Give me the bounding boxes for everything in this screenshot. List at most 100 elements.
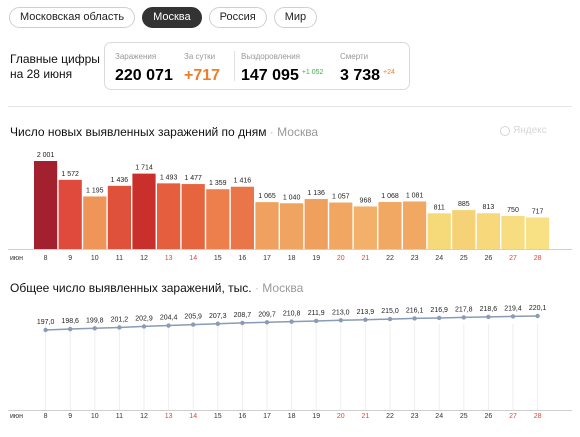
point-value-label: 213,9	[357, 309, 375, 316]
bar[interactable]	[58, 179, 82, 249]
bar[interactable]	[452, 210, 476, 249]
tab-moscow[interactable]: Москва	[142, 7, 202, 28]
stat-recovered-value-row: 147 095 +1 052	[241, 66, 323, 89]
bar[interactable]	[403, 201, 427, 249]
x-tick-label: 21	[362, 413, 370, 420]
stat-deaths-delta: +24	[383, 69, 395, 76]
bar-value-label: 1 436	[111, 177, 129, 184]
x-tick-label: 12	[140, 255, 148, 262]
data-point[interactable]	[141, 324, 147, 329]
data-point[interactable]	[191, 322, 196, 327]
bar-value-label: 885	[458, 201, 470, 208]
data-point[interactable]	[437, 315, 442, 321]
x-tick-label: 19	[312, 413, 320, 420]
data-point[interactable]	[215, 321, 220, 326]
bar[interactable]	[132, 173, 156, 249]
point-value-label: 207,3	[209, 313, 227, 320]
data-point[interactable]	[535, 313, 540, 319]
x-tick-label: 14	[189, 255, 197, 262]
x-tick-label: 8	[44, 255, 48, 262]
bar[interactable]	[476, 213, 500, 249]
x-tick-label: 9	[68, 255, 72, 262]
stat-infected-label: Заражения	[115, 52, 157, 61]
data-point[interactable]	[461, 315, 466, 320]
point-value-label: 208,7	[234, 312, 252, 319]
bar-chart: 2 001 8 1 572 9 1 195 10 1 436 11 1 714 12 1 493 13…	[8, 152, 572, 262]
point-value-label: 217,8	[455, 306, 473, 313]
line-chart-subtitle: Москва	[262, 281, 304, 295]
tab-world[interactable]: Мир	[273, 7, 318, 28]
bar[interactable]	[501, 216, 525, 249]
x-tick-label: 15	[214, 255, 222, 262]
bar[interactable]	[329, 202, 353, 249]
data-point[interactable]	[363, 317, 368, 322]
x-tick-label: 11	[116, 255, 123, 262]
data-point[interactable]	[314, 318, 319, 324]
tab-russia[interactable]: Россия	[208, 7, 267, 28]
data-point[interactable]	[68, 326, 73, 332]
data-point[interactable]	[264, 320, 270, 325]
bar[interactable]	[280, 203, 304, 249]
stat-deaths: Смерти 3 738 +24	[340, 52, 395, 89]
point-value-label: 198,6	[61, 318, 79, 325]
data-point[interactable]	[289, 319, 294, 324]
x-tick-label: 8	[44, 413, 48, 420]
data-point[interactable]	[338, 318, 343, 323]
bar[interactable]	[353, 206, 377, 249]
bar[interactable]	[181, 184, 205, 249]
bar-value-label: 1 068	[381, 193, 399, 200]
data-point[interactable]	[240, 320, 245, 326]
data-point[interactable]	[43, 327, 48, 333]
bar[interactable]	[83, 196, 107, 249]
bar-value-label: 1 195	[86, 187, 104, 194]
x-tick-label: 27	[509, 255, 517, 262]
bar-value-label: 1 714	[135, 165, 153, 172]
bar[interactable]	[304, 199, 328, 249]
x-tick-label: 24	[435, 255, 443, 262]
stat-recovered: Выздоровления 147 095 +1 052	[241, 52, 323, 89]
data-point[interactable]	[486, 314, 491, 320]
stat-daily-label: За сутки	[184, 52, 216, 61]
summary-title: Главные цифры на 28 июня	[10, 52, 100, 82]
point-value-label: 205,9	[184, 314, 202, 321]
bar-chart-subtitle: Москва	[277, 125, 319, 139]
data-point[interactable]	[412, 316, 417, 321]
bar-value-label: 1 477	[184, 175, 202, 182]
yandex-watermark-text: Яндекс	[513, 125, 547, 136]
bar-value-label: 717	[532, 208, 544, 215]
x-tick-label: 19	[312, 255, 320, 262]
bar[interactable]	[526, 217, 550, 249]
x-tick-label: 22	[386, 255, 394, 262]
data-point[interactable]	[166, 323, 171, 328]
bar-value-label: 1 040	[283, 194, 301, 201]
bar[interactable]	[34, 161, 58, 249]
bar[interactable]	[427, 213, 451, 249]
x-tick-label: 23	[411, 413, 419, 420]
x-tick-label: 20	[337, 413, 345, 420]
bar-chart-title-text: Число новых выявленных заражений по дням	[10, 125, 267, 139]
bar[interactable]	[230, 186, 254, 249]
bar[interactable]	[157, 183, 181, 249]
bar[interactable]	[378, 202, 402, 249]
data-point[interactable]	[510, 314, 516, 319]
summary-title-line2: на 28 июня	[10, 67, 73, 81]
tab-moscow-region[interactable]: Московская область	[9, 7, 136, 28]
bar[interactable]	[255, 202, 279, 249]
bar-value-label: 1 065	[258, 193, 276, 200]
bar-value-label: 1 081	[406, 192, 424, 199]
data-point[interactable]	[92, 326, 98, 331]
x-tick-label: 16	[239, 413, 247, 420]
bar[interactable]	[107, 185, 131, 249]
point-value-label: 199,8	[86, 317, 104, 324]
bar-value-label: 1 493	[160, 174, 178, 181]
x-tick-label: 10	[91, 413, 99, 420]
data-point[interactable]	[117, 325, 122, 330]
summary-title-line1: Главные цифры	[10, 52, 100, 66]
point-value-label: 209,7	[258, 311, 276, 318]
x-tick-label: 10	[91, 255, 99, 262]
x-tick-label: 13	[165, 413, 173, 420]
bar[interactable]	[206, 189, 230, 249]
x-tick-label: 28	[534, 413, 542, 420]
x-tick-label: 17	[263, 255, 271, 262]
data-point[interactable]	[387, 316, 393, 322]
